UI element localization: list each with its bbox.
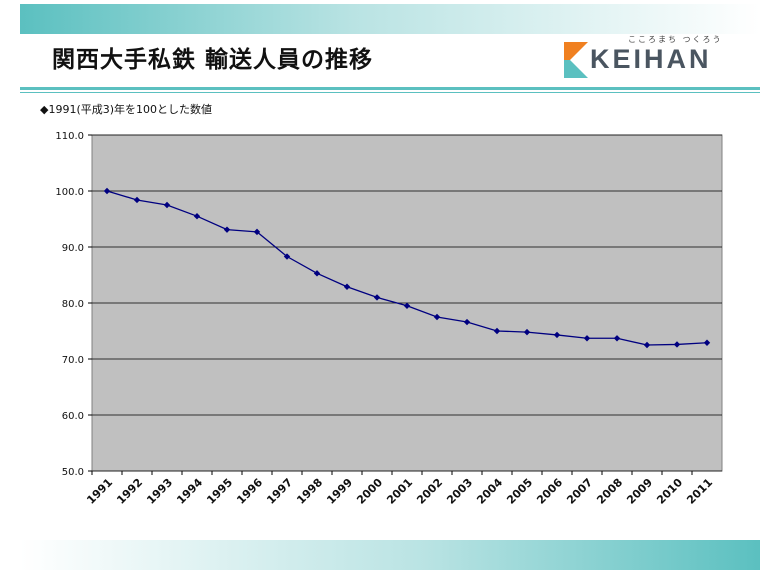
x-tick-label: 2000 (354, 476, 385, 507)
series-markers (103, 187, 711, 349)
x-tick-label: 2006 (534, 476, 565, 507)
y-tick-label: 70.0 (62, 355, 84, 366)
x-tick-label: 2004 (474, 476, 505, 507)
data-point (313, 270, 321, 277)
x-tick-label: 1993 (144, 476, 175, 507)
footer-band (20, 540, 760, 570)
x-tick-label: 1996 (234, 476, 265, 507)
data-point (493, 327, 501, 335)
data-point (133, 196, 141, 204)
x-tick-label: 2003 (444, 476, 475, 507)
y-tick-label: 90.0 (62, 243, 84, 254)
y-tick-label: 100.0 (55, 187, 84, 198)
x-tick-label: 2011 (684, 476, 715, 507)
data-point (193, 213, 201, 220)
data-point (403, 302, 411, 309)
x-tick-label: 1992 (114, 476, 145, 507)
data-point (103, 187, 111, 195)
data-point (613, 335, 621, 342)
y-tick-label: 60.0 (62, 411, 84, 422)
x-tick-label: 2005 (504, 476, 535, 507)
data-point (253, 228, 261, 236)
data-point (343, 283, 351, 290)
x-tick-label: 1995 (204, 476, 235, 507)
header-rule (20, 87, 760, 90)
data-point (643, 341, 651, 349)
x-tick-label: 2008 (594, 476, 625, 507)
data-point (523, 328, 531, 336)
header-rule-thin (20, 92, 760, 93)
header-band (20, 4, 760, 34)
data-point (553, 331, 561, 339)
x-tick-label: 1997 (264, 476, 295, 507)
x-tick-label: 2010 (654, 476, 685, 507)
data-point (673, 341, 681, 348)
data-point (463, 318, 471, 326)
data-point (583, 335, 591, 342)
x-tick-label: 1994 (174, 476, 205, 507)
data-point (433, 313, 441, 321)
chart-title: ◆1991(平成3)年を100とした数値 (40, 103, 213, 116)
x-tick-label: 1999 (324, 476, 355, 507)
y-axis: 110.0 100.0 90.0 80.0 70.0 60.0 50.0 (55, 131, 92, 478)
x-tick-label: 2001 (384, 476, 415, 507)
x-axis: 1991 1992 1993 1994 1995 1996 1997 1998 1999 2000… (84, 471, 715, 507)
page-title: 関西大手私鉄 輸送人員の推移 (52, 47, 374, 73)
data-point (703, 339, 711, 346)
x-tick-label: 2002 (414, 476, 445, 507)
gridlines (92, 134, 722, 472)
data-point (163, 201, 171, 209)
x-tick-label: 2007 (564, 476, 595, 507)
logo-wordmark: KEIHAN (590, 44, 712, 74)
x-tick-label: 1991 (84, 476, 115, 507)
keihan-logo-mark-icon (564, 42, 588, 78)
y-tick-label: 80.0 (62, 299, 84, 310)
data-point (223, 226, 231, 233)
y-tick-label: 50.0 (62, 467, 84, 478)
logo-tagline: こころまち つくろう (628, 35, 723, 44)
x-tick-label: 1998 (294, 476, 325, 507)
data-point (283, 253, 291, 260)
y-tick-label: 110.0 (55, 131, 84, 142)
data-point (373, 294, 381, 301)
x-tick-label: 2009 (624, 476, 655, 507)
